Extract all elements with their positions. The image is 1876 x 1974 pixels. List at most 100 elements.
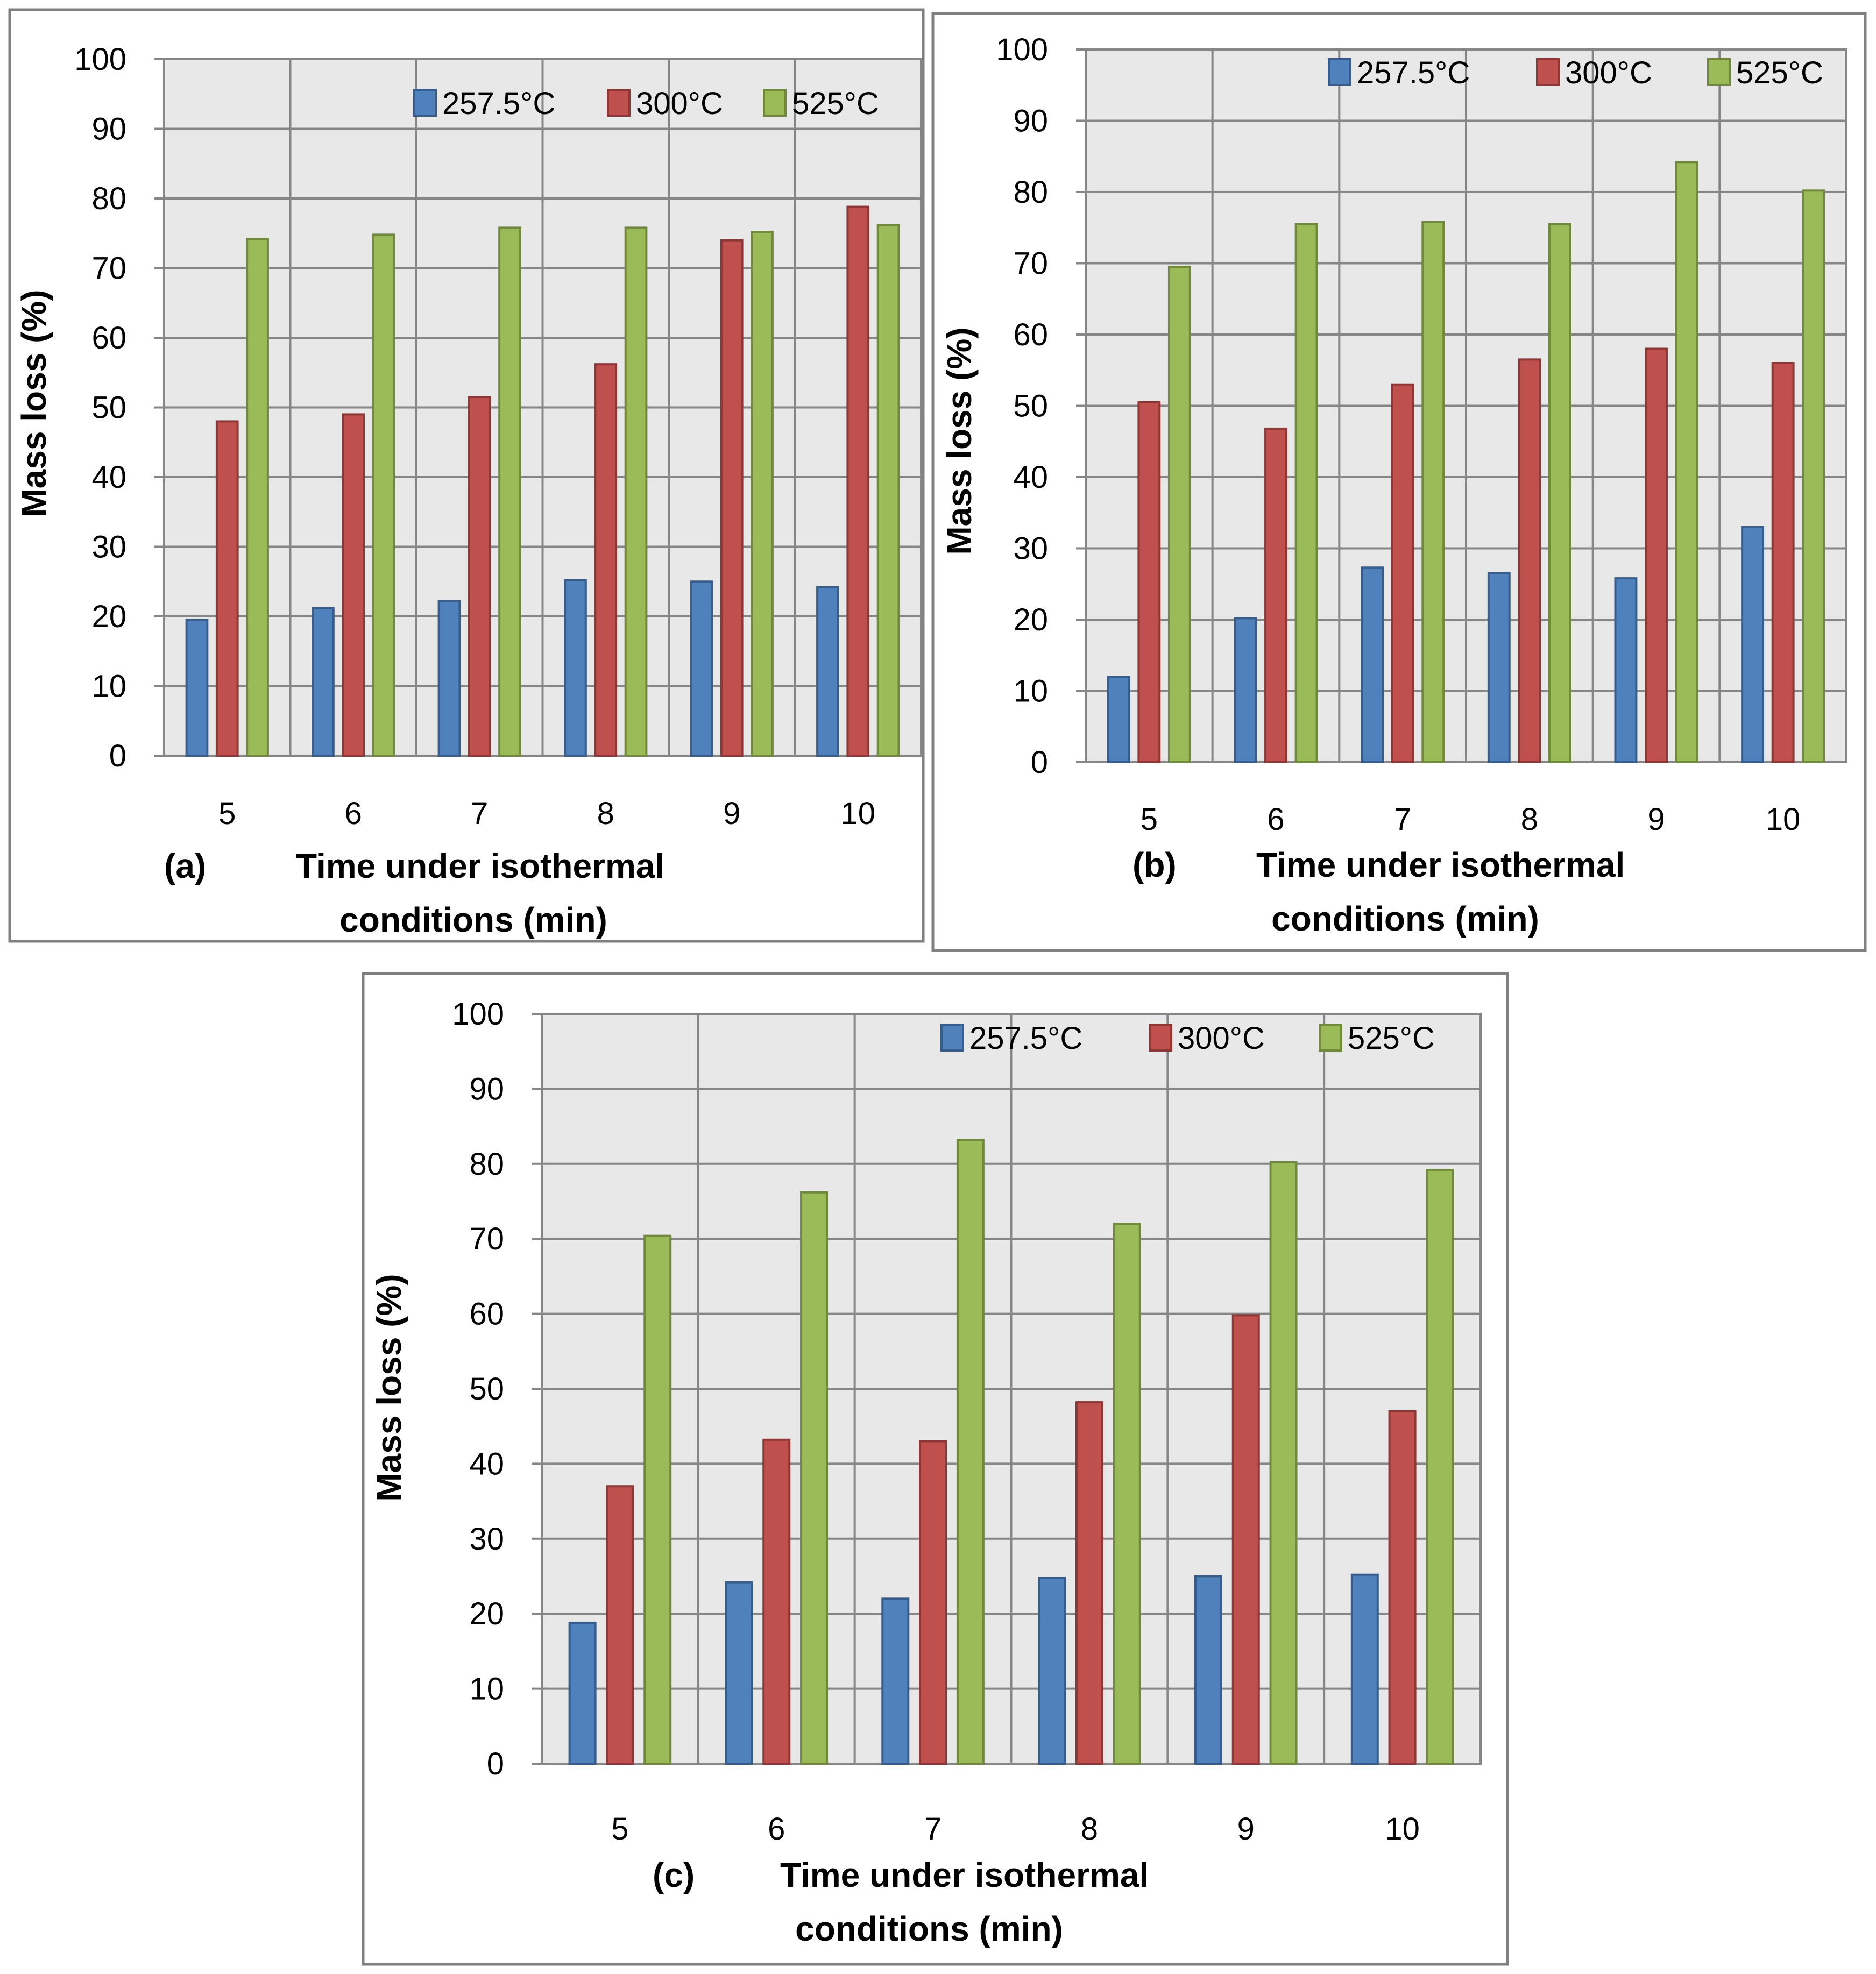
bar-8-min-series-2 — [594, 363, 618, 757]
bar-5-min-series-1 — [185, 619, 209, 757]
panel-label: (c) — [653, 1856, 695, 1894]
bar-9-min-series-2 — [1645, 347, 1668, 763]
y-tick-label: 100 — [452, 997, 504, 1032]
y-tick-label: 10 — [1013, 674, 1048, 709]
bar-6-min-series-1 — [725, 1581, 753, 1765]
bar-8-min-series-1 — [1487, 572, 1511, 763]
legend-swatch-series-2 — [1536, 58, 1560, 86]
x-tick-label: 9 — [1647, 802, 1665, 837]
y-tick-label: 10 — [91, 669, 126, 704]
legend-label-series-3: 525°C — [792, 86, 879, 121]
y-axis-title: Mass loss (%) — [940, 327, 979, 555]
y-axis-title: Mass loss (%) — [15, 289, 53, 517]
x-tick-label: 8 — [597, 796, 614, 831]
legend-label-series-2: 300°C — [1178, 1021, 1265, 1056]
x-tick-label: 10 — [1766, 802, 1801, 837]
bar-9-min-series-2 — [1231, 1314, 1260, 1765]
y-tick-label: 80 — [91, 181, 126, 216]
y-tick-label: 20 — [1013, 602, 1048, 637]
y-tick-label: 100 — [74, 42, 126, 77]
x-axis-title-line2: conditions (min) — [1271, 899, 1539, 938]
bar-9-min-series-1 — [1614, 577, 1638, 764]
x-tick-label: 6 — [768, 1812, 785, 1847]
legend-swatch-series-2 — [1149, 1024, 1172, 1052]
bar-9-min-series-3 — [751, 231, 774, 757]
x-tick-label: 6 — [345, 796, 362, 831]
bar-7-min-series-2 — [919, 1440, 947, 1765]
bar-10-min-series-3 — [1802, 189, 1825, 764]
legend-label-series-1: 257.5°C — [442, 86, 555, 121]
x-tick-label: 9 — [723, 796, 740, 831]
bar-6-min-series-1 — [1234, 617, 1257, 763]
bar-8-min-series-3 — [1548, 223, 1571, 763]
bar-5-min-series-3 — [246, 238, 269, 757]
y-tick-label: 50 — [1013, 389, 1048, 424]
bar-9-min-series-2 — [720, 239, 744, 757]
x-tick-label: 9 — [1237, 1812, 1255, 1847]
bar-6-min-series-2 — [1264, 427, 1287, 763]
bar-5-min-series-3 — [643, 1234, 672, 1765]
y-tick-label: 20 — [91, 599, 126, 634]
y-tick-label: 40 — [91, 460, 126, 495]
bar-7-min-series-3 — [1421, 221, 1445, 763]
bar-7-min-series-1 — [881, 1597, 910, 1765]
bar-5-min-series-1 — [1107, 676, 1130, 763]
bar-8-min-series-1 — [1038, 1577, 1066, 1765]
bar-7-min-series-1 — [1361, 566, 1384, 764]
bar-7-min-series-3 — [956, 1139, 985, 1765]
bar-10-min-series-1 — [1741, 526, 1765, 763]
panel-label: (b) — [1132, 846, 1177, 884]
bar-9-min-series-3 — [1269, 1161, 1298, 1765]
y-tick-label: 100 — [996, 32, 1048, 67]
y-tick-label: 80 — [469, 1147, 504, 1182]
y-tick-label: 40 — [469, 1446, 504, 1481]
legend-swatch-series-3 — [1319, 1024, 1342, 1052]
bar-7-min-series-2 — [468, 396, 491, 757]
bar-9-min-series-1 — [690, 580, 713, 757]
bar-6-min-series-2 — [342, 413, 365, 757]
bar-10-min-series-1 — [816, 586, 839, 757]
bar-5-min-series-2 — [215, 420, 239, 757]
legend-label-series-1: 257.5°C — [1357, 55, 1470, 90]
bar-7-min-series-2 — [1391, 383, 1414, 763]
bar-10-min-series-1 — [1350, 1573, 1379, 1765]
x-axis-title-line1: Time under isothermal — [1256, 846, 1625, 884]
y-tick-label: 40 — [1013, 460, 1048, 495]
bar-8-min-series-3 — [624, 226, 648, 757]
bar-10-min-series-3 — [1426, 1168, 1454, 1765]
x-tick-label: 8 — [1521, 802, 1538, 837]
x-axis-title-line2: conditions (min) — [795, 1909, 1063, 1948]
y-tick-label: 70 — [91, 251, 126, 286]
bar-8-min-series-2 — [1075, 1401, 1103, 1765]
y-tick-label: 30 — [91, 530, 126, 565]
chart-panel-c: 0 10 20 30 40 50 60 70 80 90 100 5 6 7 8 9 10 Mass loss (… — [362, 972, 1509, 1966]
x-tick-label: 5 — [611, 1812, 628, 1847]
x-tick-label: 7 — [1394, 802, 1411, 837]
y-tick-label: 90 — [469, 1071, 504, 1106]
legend-swatch-series-3 — [1707, 58, 1731, 86]
y-tick-label: 60 — [91, 321, 126, 356]
bar-8-min-series-2 — [1518, 358, 1541, 763]
bar-5-min-series-2 — [1137, 401, 1161, 763]
y-tick-label: 80 — [1013, 175, 1048, 210]
y-tick-label: 20 — [469, 1596, 504, 1631]
x-tick-label: 7 — [471, 796, 488, 831]
y-tick-label: 60 — [1013, 317, 1048, 352]
x-tick-label: 5 — [1141, 802, 1158, 837]
chart-panel-b: 0 10 20 30 40 50 60 70 80 90 100 5 6 7 8 9 10 Mass loss (… — [931, 12, 1867, 952]
y-tick-label: 50 — [91, 390, 126, 425]
bar-10-min-series-2 — [1388, 1410, 1417, 1765]
x-axis-title-line1: Time under isothermal — [780, 1856, 1149, 1894]
y-tick-label: 90 — [91, 112, 126, 147]
y-tick-label: 30 — [469, 1522, 504, 1557]
y-axis-title: Mass loss (%) — [370, 1274, 408, 1501]
legend-swatch-series-2 — [607, 89, 631, 117]
y-tick-label: 60 — [469, 1297, 504, 1332]
y-tick-label: 0 — [487, 1746, 504, 1781]
bar-9-min-series-3 — [1675, 161, 1698, 764]
y-tick-label: 50 — [469, 1372, 504, 1407]
x-tick-label: 8 — [1081, 1812, 1098, 1847]
bar-6-min-series-3 — [800, 1191, 829, 1765]
bar-7-min-series-1 — [437, 600, 461, 757]
